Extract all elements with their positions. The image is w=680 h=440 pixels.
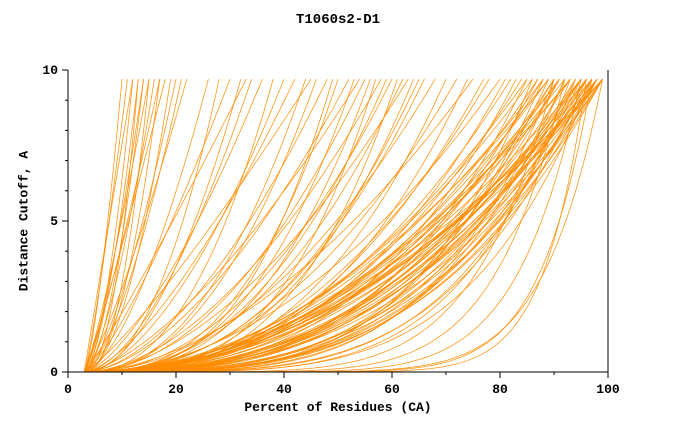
model-curve (84, 79, 220, 373)
y-tick-label: 5 (50, 214, 58, 229)
model-curve (84, 78, 360, 373)
model-curve (84, 78, 263, 373)
model-curve (84, 78, 571, 373)
x-tick-label: 60 (384, 382, 400, 397)
x-tick-label: 80 (492, 382, 508, 397)
curve-group (83, 78, 603, 373)
x-tick-label: 40 (276, 382, 292, 397)
model-curve (84, 78, 474, 373)
model-curve (84, 79, 139, 373)
model-curve (84, 78, 603, 373)
model-curve (84, 78, 328, 373)
model-curve (83, 78, 188, 373)
model-curve (84, 78, 512, 373)
model-curve (84, 79, 209, 373)
model-curve (84, 78, 560, 373)
x-axis-label: Percent of Residues (CA) (244, 400, 432, 415)
y-tick-label: 10 (42, 63, 58, 78)
model-curve (83, 79, 134, 373)
model-curve (84, 79, 161, 373)
model-curve (84, 78, 393, 373)
model-curve (84, 78, 582, 373)
model-curve (84, 78, 533, 373)
model-curve (83, 79, 161, 373)
model-curve (84, 78, 549, 373)
x-tick-label: 20 (168, 382, 184, 397)
x-tick-label: 100 (596, 382, 620, 397)
model-curve (84, 78, 436, 373)
model-curve (84, 79, 182, 373)
model-curve (84, 78, 409, 373)
model-curve (84, 78, 458, 373)
model-curve (84, 78, 382, 373)
model-curve (84, 78, 312, 373)
model-curve (84, 78, 366, 373)
chart-title: T1060s2-D1 (295, 12, 381, 28)
model-curve (83, 78, 247, 373)
model-curve (84, 78, 533, 373)
model-curve (84, 78, 231, 373)
model-curve (84, 78, 539, 373)
model-curve (84, 78, 598, 373)
model-curve (84, 78, 582, 373)
model-curve (84, 78, 560, 373)
y-axis-label: Distance Cutoff, A (16, 150, 32, 292)
model-curve (84, 79, 139, 373)
y-tick-label: 0 (50, 365, 58, 380)
model-curve (84, 78, 501, 373)
model-curve (83, 79, 128, 373)
model-curve (83, 79, 150, 373)
model-curve (84, 78, 285, 373)
model-curve (83, 79, 166, 373)
model-curve (84, 78, 350, 373)
model-curve (84, 78, 539, 373)
x-tick-label: 0 (64, 382, 72, 397)
model-curve (84, 78, 296, 373)
